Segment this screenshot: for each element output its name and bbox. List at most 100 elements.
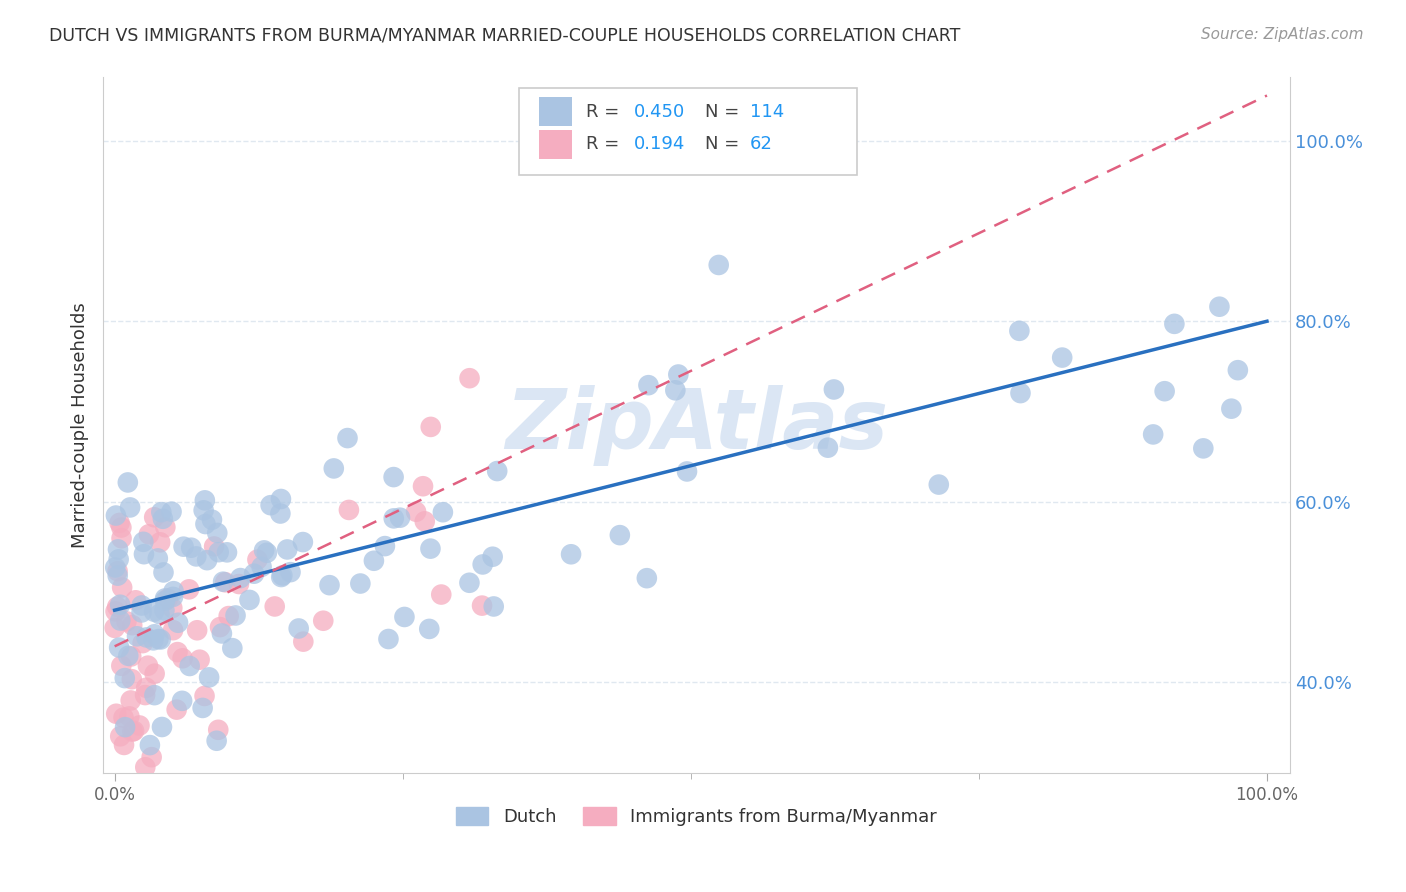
Point [1050, 351, 1073, 365]
Point [471, 558, 494, 572]
Point [707, 258, 730, 272]
Point [141, 750, 163, 764]
Point [132, 547, 155, 561]
Point [150, 720, 173, 734]
Point [118, 709, 141, 723]
Point [166, 645, 188, 659]
Point [135, 631, 157, 645]
Text: 0.450: 0.450 [634, 103, 685, 120]
Point [173, 540, 195, 554]
Point [432, 505, 454, 519]
Point [1008, 324, 1031, 338]
Text: R =: R = [586, 136, 620, 153]
Point [104, 604, 127, 618]
Point [363, 554, 385, 568]
Point [271, 568, 294, 582]
Point [162, 623, 184, 637]
Point [382, 470, 405, 484]
Point [486, 464, 509, 478]
Point [115, 615, 138, 629]
Point [122, 723, 145, 738]
Point [194, 493, 217, 508]
Point [120, 693, 142, 707]
Point [637, 378, 659, 392]
Point [105, 706, 128, 721]
Point [322, 461, 344, 475]
Point [110, 520, 132, 534]
Point [263, 599, 285, 614]
Point [609, 528, 631, 542]
Point [823, 383, 845, 397]
Point [215, 545, 238, 559]
FancyBboxPatch shape [519, 88, 856, 175]
Point [412, 479, 434, 493]
Point [108, 640, 131, 655]
Point [111, 581, 134, 595]
Point [269, 507, 291, 521]
Text: N =: N = [704, 136, 740, 153]
Point [136, 658, 159, 673]
Point [253, 543, 276, 558]
Point [124, 593, 146, 607]
Point [418, 622, 440, 636]
Point [336, 431, 359, 445]
Point [280, 565, 302, 579]
Point [195, 553, 218, 567]
Point [160, 505, 183, 519]
Point [134, 688, 156, 702]
Point [128, 718, 150, 732]
Point [202, 540, 225, 554]
Point [312, 614, 335, 628]
Point [377, 632, 399, 646]
Point [108, 516, 131, 530]
Point [142, 633, 165, 648]
Point [114, 671, 136, 685]
Point [207, 723, 229, 737]
Point [214, 575, 236, 590]
Point [110, 658, 132, 673]
Point [172, 694, 194, 708]
Point [107, 564, 129, 578]
Point [208, 545, 231, 559]
Point [114, 720, 136, 734]
Point [413, 514, 436, 528]
Point [194, 516, 217, 531]
Point [139, 738, 162, 752]
Point [148, 607, 170, 621]
Point [1163, 317, 1185, 331]
Point [162, 601, 184, 615]
Point [1010, 386, 1032, 401]
Point [112, 710, 135, 724]
Point [208, 620, 231, 634]
Point [201, 513, 224, 527]
Point [131, 636, 153, 650]
Point [143, 688, 166, 702]
Point [221, 641, 243, 656]
Point [143, 510, 166, 524]
Point [207, 525, 229, 540]
Point [117, 648, 139, 663]
Point [104, 621, 127, 635]
Point [198, 670, 221, 684]
Point [205, 733, 228, 747]
Point [287, 622, 309, 636]
Legend: Dutch, Immigrants from Burma/Myanmar: Dutch, Immigrants from Burma/Myanmar [449, 799, 945, 833]
Point [250, 559, 273, 574]
Point [121, 672, 143, 686]
Point [666, 368, 689, 382]
Text: Source: ZipAtlas.com: Source: ZipAtlas.com [1201, 27, 1364, 42]
Point [246, 552, 269, 566]
Text: N =: N = [704, 103, 740, 120]
Point [276, 542, 298, 557]
Point [143, 605, 166, 619]
Point [212, 574, 235, 589]
Point [458, 575, 481, 590]
Point [238, 593, 260, 607]
Point [104, 508, 127, 523]
Point [148, 632, 170, 646]
Point [243, 566, 266, 581]
Point [388, 510, 411, 524]
Point [104, 560, 127, 574]
Point [430, 588, 453, 602]
Text: R =: R = [586, 103, 620, 120]
